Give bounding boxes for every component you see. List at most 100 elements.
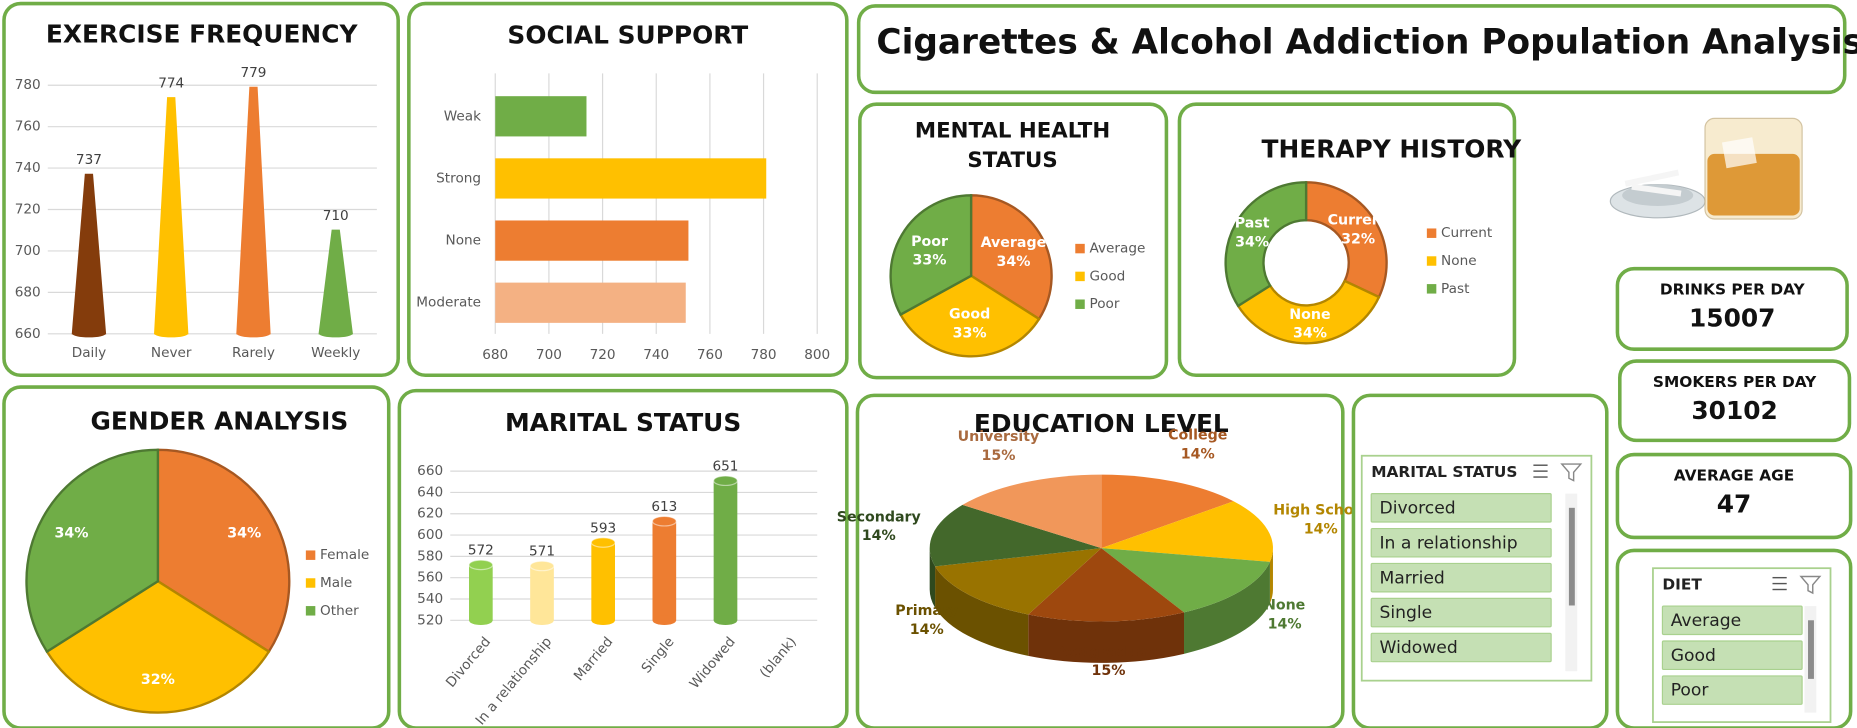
data-label-category: University [958,429,1040,445]
legend-swatch [305,606,316,616]
chart-title: GENDER ANALYSIS [91,407,349,436]
legend-swatch [305,550,316,560]
slice-side [935,566,1029,656]
bar [469,564,493,621]
legend-swatch [305,578,316,588]
y-tick-label: Strong [436,170,481,186]
slicer-item[interactable] [1370,493,1552,523]
kpi-value: 15007 [1689,304,1775,333]
slicer-item-label[interactable]: Poor [1671,681,1710,701]
kpi-value: 30102 [1691,396,1777,425]
bar-base [530,615,554,626]
legend-label: Male [320,575,352,591]
bar [495,282,686,323]
data-label-category: Poor [911,234,948,250]
y-tick-label: 760 [15,119,41,135]
slicer-item-label[interactable]: Average [1671,611,1741,631]
slice [1101,548,1270,613]
bar-top [529,560,555,572]
y-tick-label: 660 [15,326,41,342]
bar [495,220,689,261]
bar [495,96,587,137]
slicer-item[interactable] [1661,640,1803,670]
panel [2,1,400,378]
legend-swatch [1075,271,1085,282]
y-tick-label: 580 [417,548,443,564]
data-label: 14% [1268,616,1302,632]
slicer-item[interactable] [1370,632,1552,663]
legend-swatch [1426,284,1437,294]
slicer-item-label[interactable]: Single [1380,603,1433,623]
slicer-item[interactable] [1370,562,1552,593]
scrollbar-thumb[interactable] [1808,620,1814,679]
chart-title: EDUCATION LEVEL [974,409,1229,438]
slicer-item-label[interactable]: In a relationship [1380,533,1518,553]
legend-label: Poor [1089,296,1119,312]
slicer-item-label[interactable]: Divorced [1380,498,1456,518]
y-tick-label: 660 [417,463,443,479]
data-label: 32% [141,672,175,688]
data-label-category: High School [1273,502,1368,518]
kpi-value: 47 [1717,489,1752,518]
bar-base [72,330,106,338]
slice [1028,548,1185,622]
bar [652,521,677,621]
panel [1615,452,1853,540]
slicer-item[interactable] [1370,597,1552,628]
slicer-item[interactable] [1661,675,1803,705]
y-tick-label: 520 [417,612,443,628]
data-label: 33% [913,253,947,269]
x-tick-label: Daily [72,345,106,361]
data-label-category: None [1289,307,1330,323]
data-label: 572 [468,543,494,559]
y-tick-label: 620 [417,506,443,522]
bar [530,565,554,621]
slicer-item-label[interactable]: Widowed [1380,638,1458,658]
data-label: 593 [590,520,616,536]
y-tick-label: 640 [417,484,443,500]
bar-base [319,330,353,338]
data-label: 651 [712,459,738,475]
slice-side [929,548,936,608]
slice-side [1184,561,1270,654]
legend-label: Other [320,603,359,619]
chart-title: MENTAL HEALTH STATUS [914,118,1111,173]
slicer-title: DIET [1662,575,1702,593]
slicer-item[interactable] [1370,527,1552,558]
bar [713,480,738,621]
y-tick-label: Moderate [416,295,481,311]
slice [929,504,1102,567]
slicer-item-label[interactable]: Good [1671,646,1716,666]
panel [397,388,849,728]
legend-label: Good [1089,268,1125,284]
data-label: 710 [323,208,349,224]
slicer-item[interactable] [1661,605,1803,636]
slice [935,548,1102,615]
slice [1101,474,1234,549]
y-tick-label: 560 [417,570,443,586]
slice [889,194,973,317]
kpi-label: AVERAGE AGE [1674,466,1795,484]
chart-title-box: MENTAL HEALTH STATUS [914,118,1111,173]
bar-base [591,615,616,626]
data-label: 15% [981,448,1015,464]
dashboard-title: Cigarettes & Alcohol Addiction Populatio… [876,22,1857,62]
y-tick-label: 720 [15,202,41,218]
x-tick-label: 780 [751,347,777,363]
slice-side [1028,612,1185,663]
data-label-category: Current [1328,212,1389,228]
legend-label: Past [1441,281,1470,297]
panel [1618,359,1852,443]
legend-label: Current [1441,225,1493,241]
slicer-item-label[interactable]: Married [1380,568,1445,588]
data-label: 779 [240,65,266,81]
scrollbar-thumb[interactable] [1568,507,1575,606]
legend-label: Average [1089,241,1145,257]
y-tick-label: 680 [15,284,41,300]
x-tick-label: 720 [590,347,616,363]
data-label: 14% [1304,521,1338,537]
x-tick-label: 740 [643,347,669,363]
legend-label: Female [320,547,369,563]
slice [1236,279,1381,345]
